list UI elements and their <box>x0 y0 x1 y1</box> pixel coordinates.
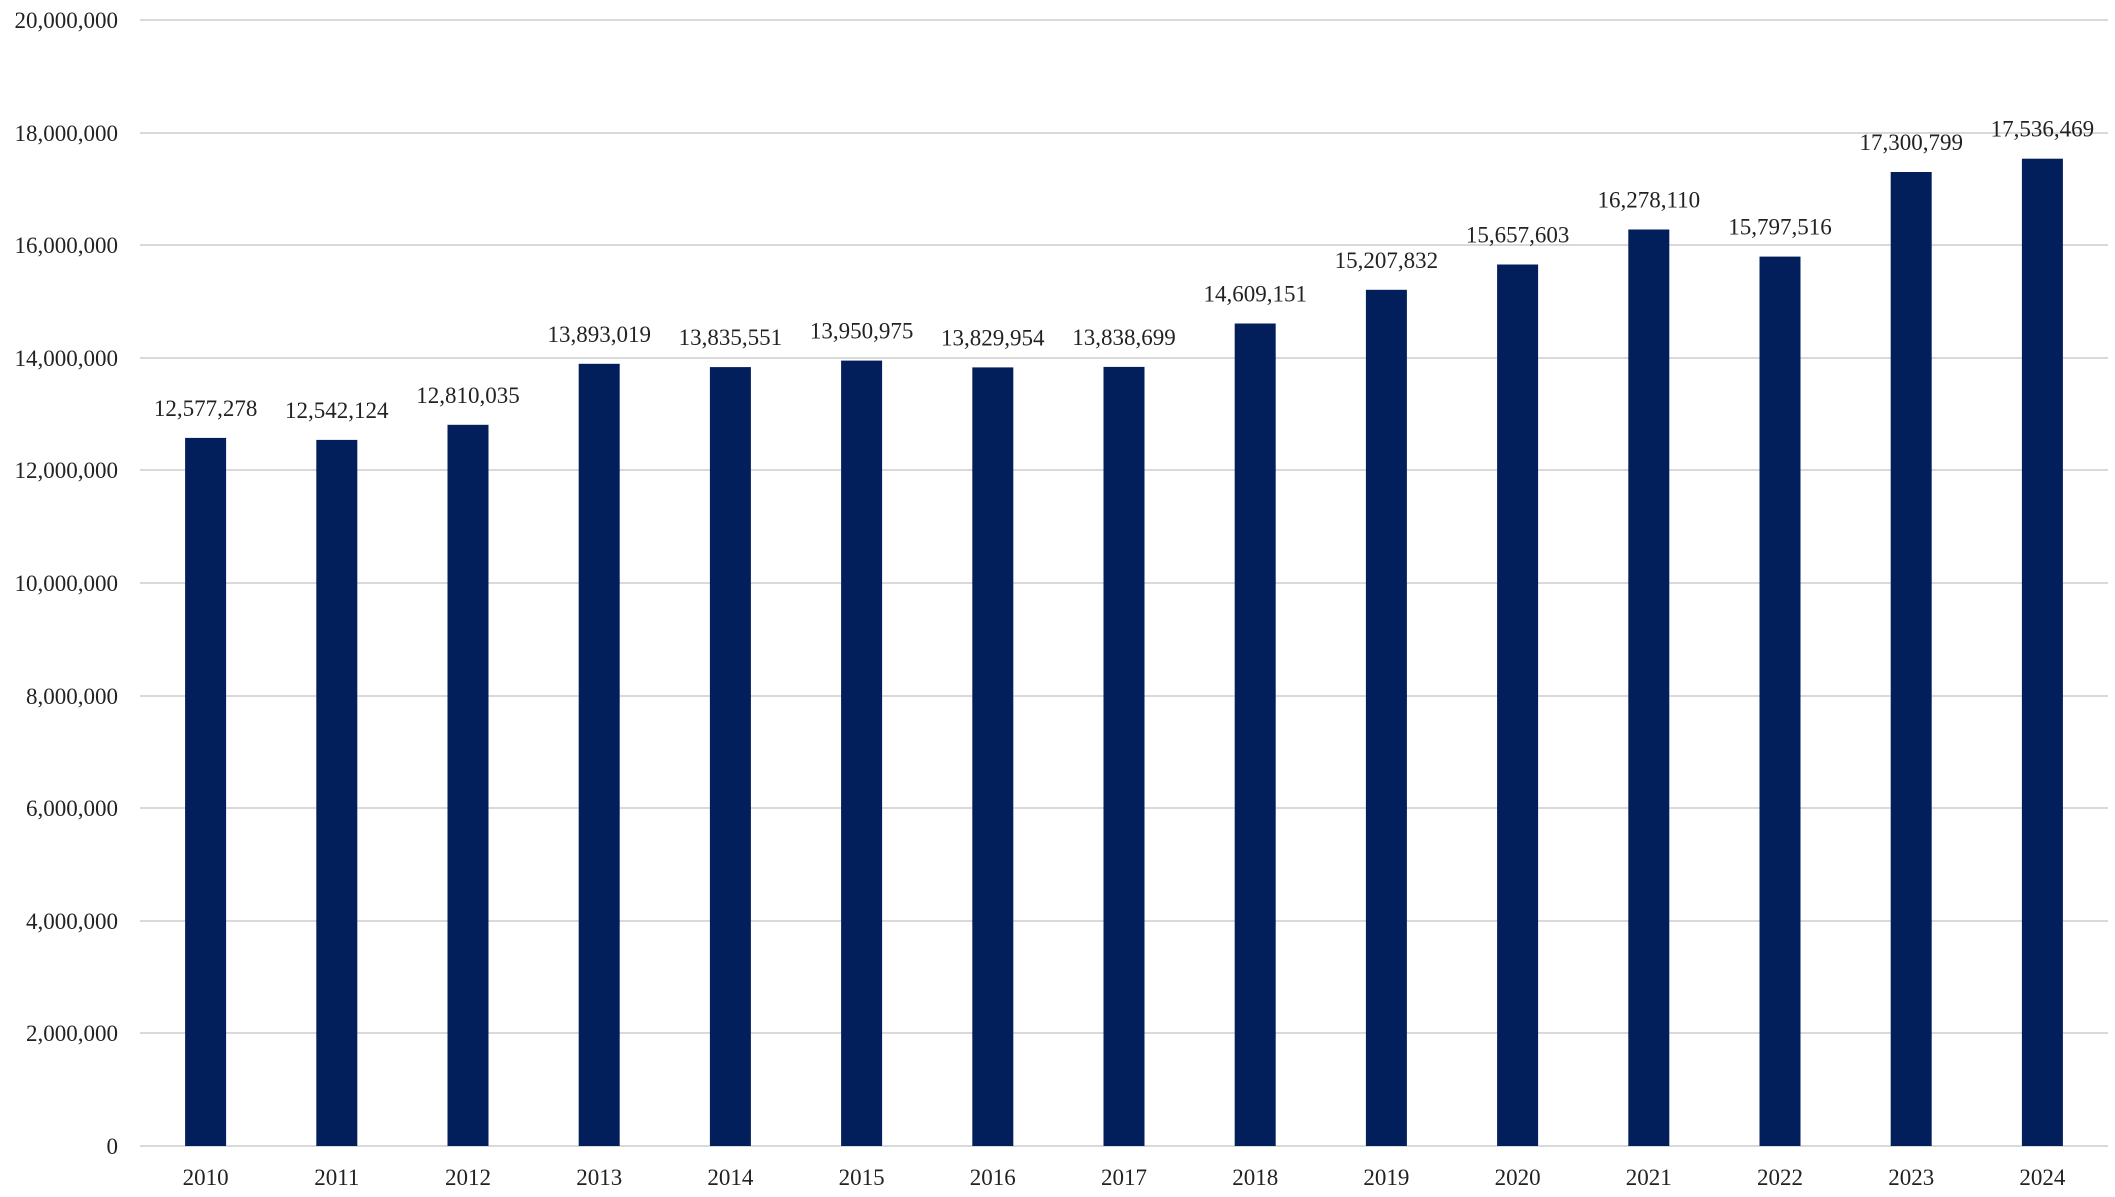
x-tick-label-2017: 2017 <box>1101 1165 1147 1190</box>
x-tick-label-2019: 2019 <box>1363 1165 1409 1190</box>
bar-2010 <box>185 437 227 1146</box>
x-tick-label-2018: 2018 <box>1232 1165 1278 1190</box>
data-label-2012: 12,810,035 <box>416 383 520 408</box>
y-tick-label: 16,000,000 <box>15 233 119 258</box>
bar-2015 <box>841 360 883 1147</box>
x-tick-label-2012: 2012 <box>445 1165 491 1190</box>
y-tick-label: 0 <box>107 1134 119 1159</box>
x-tick-label-2013: 2013 <box>576 1165 622 1190</box>
y-tick-label: 18,000,000 <box>15 121 119 146</box>
data-label-2016: 13,829,954 <box>941 325 1045 350</box>
x-tick-label-2022: 2022 <box>1757 1165 1803 1190</box>
data-label-2022: 15,797,516 <box>1728 215 1832 240</box>
data-label-2010: 12,577,278 <box>154 396 258 421</box>
x-tick-label-2010: 2010 <box>183 1165 229 1190</box>
data-labels: 12,577,278 12,542,124 12,810,035 13,893,019… <box>154 117 2094 423</box>
data-label-2017: 13,838,699 <box>1072 325 1176 350</box>
x-axis-tick-labels: 2010 2011 2012 2013 2014 2015 2016 2017 2018 2019… <box>183 1165 2066 1190</box>
data-label-2018: 14,609,151 <box>1203 282 1307 307</box>
y-axis-tick-labels: 0 2,000,000 4,000,000 6,000,000 8,000,000 10,… <box>15 8 119 1159</box>
x-tick-label-2020: 2020 <box>1495 1165 1541 1190</box>
bars <box>185 158 2063 1147</box>
y-tick-label: 2,000,000 <box>26 1021 118 1046</box>
x-tick-label-2024: 2024 <box>2019 1165 2066 1190</box>
y-tick-label: 6,000,000 <box>26 796 118 821</box>
y-tick-label: 20,000,000 <box>15 8 119 33</box>
data-label-2014: 13,835,551 <box>679 325 783 350</box>
bar-2014 <box>709 367 751 1147</box>
data-label-2024: 17,536,469 <box>1991 117 2095 142</box>
bar-2013 <box>578 363 620 1146</box>
bar-2021 <box>1628 229 1670 1146</box>
bar-2020 <box>1497 264 1539 1146</box>
data-label-2020: 15,657,603 <box>1466 223 1570 248</box>
bar-2017 <box>1103 366 1145 1146</box>
x-tick-label-2016: 2016 <box>970 1165 1016 1190</box>
bar-2018 <box>1234 323 1276 1146</box>
data-label-2019: 15,207,832 <box>1335 248 1439 273</box>
x-tick-label-2015: 2015 <box>839 1165 885 1190</box>
x-tick-label-2023: 2023 <box>1888 1165 1934 1190</box>
data-label-2013: 13,893,019 <box>547 322 651 347</box>
bar-2019 <box>1365 289 1407 1146</box>
y-tick-label: 4,000,000 <box>26 909 118 934</box>
data-label-2023: 17,300,799 <box>1859 130 1963 155</box>
x-tick-label-2021: 2021 <box>1626 1165 1672 1190</box>
bar-2024 <box>2021 158 2063 1146</box>
x-tick-label-2011: 2011 <box>314 1165 359 1190</box>
data-label-2015: 13,950,975 <box>810 319 914 344</box>
bar-2011 <box>316 439 358 1146</box>
y-tick-label: 14,000,000 <box>15 346 119 371</box>
bar-2022 <box>1759 256 1801 1147</box>
y-tick-label: 10,000,000 <box>15 571 119 596</box>
y-tick-label: 8,000,000 <box>26 684 118 709</box>
bar-2023 <box>1890 172 1932 1146</box>
x-tick-label-2014: 2014 <box>707 1165 754 1190</box>
bar-2012 <box>447 424 489 1146</box>
y-tick-label: 12,000,000 <box>15 458 119 483</box>
data-label-2011: 12,542,124 <box>285 398 389 423</box>
data-label-2021: 16,278,110 <box>1597 188 1700 213</box>
bar-2016 <box>972 367 1014 1146</box>
